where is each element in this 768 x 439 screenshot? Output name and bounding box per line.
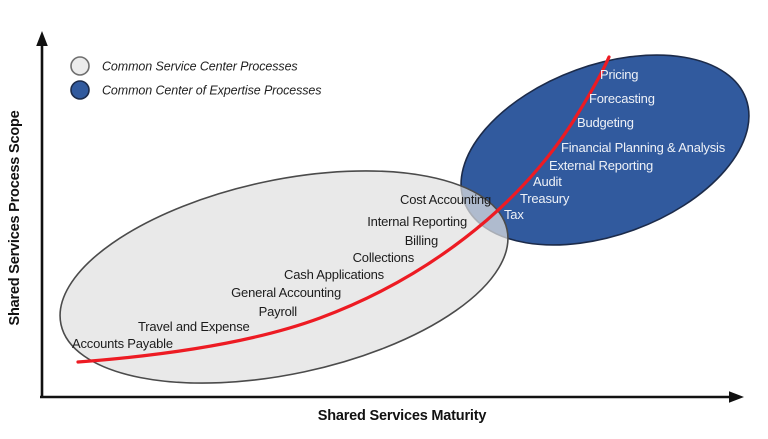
y-axis-arrowhead-icon [36,31,48,46]
process-label-general-accounting: General Accounting [231,285,341,300]
process-label-financial-planning-analysis: Financial Planning & Analysis [561,140,726,155]
process-label-audit: Audit [533,174,562,189]
y-axis-title: Shared Services Process Scope [7,110,23,325]
process-label-payroll: Payroll [259,304,298,319]
process-label-collections: Collections [353,250,415,265]
process-label-external-reporting: External Reporting [549,158,653,173]
process-label-budgeting: Budgeting [577,115,634,130]
legend-label-expertise: Common Center of Expertise Processes [102,84,321,98]
legend-swatch-service-center [70,56,90,76]
process-label-cost-accounting: Cost Accounting [400,192,491,207]
legend-swatch-expertise [70,80,90,100]
x-axis-title: Shared Services Maturity [318,408,487,424]
legend-label-service-center: Common Service Center Processes [102,60,298,74]
process-label-treasury: Treasury [520,191,570,206]
process-label-tax: Tax [504,207,524,222]
process-label-travel-and-expense: Travel and Expense [138,319,250,334]
process-label-internal-reporting: Internal Reporting [367,214,467,229]
process-label-billing: Billing [405,233,438,248]
x-axis-arrowhead-icon [729,391,744,403]
process-label-cash-applications: Cash Applications [284,267,385,282]
process-label-pricing: Pricing [600,67,638,82]
service-center-ellipse [59,170,509,384]
process-label-accounts-payable: Accounts Payable [72,336,173,351]
process-label-forecasting: Forecasting [589,91,655,106]
maturity-curve [76,55,611,364]
